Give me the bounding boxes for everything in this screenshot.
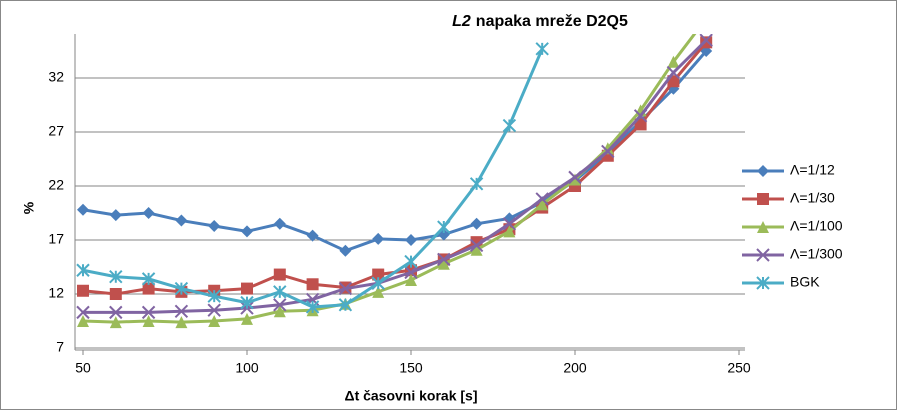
marker bbox=[273, 268, 286, 281]
marker bbox=[757, 165, 769, 177]
marker bbox=[339, 244, 352, 257]
marker bbox=[503, 225, 516, 238]
marker bbox=[175, 214, 188, 227]
marker bbox=[666, 65, 681, 80]
marker bbox=[601, 142, 614, 155]
marker bbox=[404, 265, 418, 280]
marker bbox=[208, 315, 221, 327]
marker bbox=[437, 257, 450, 270]
marker bbox=[437, 220, 451, 234]
marker bbox=[207, 289, 221, 303]
marker bbox=[306, 229, 319, 242]
marker bbox=[174, 281, 189, 296]
marker bbox=[601, 144, 615, 159]
marker bbox=[667, 55, 680, 68]
marker bbox=[208, 219, 221, 232]
marker bbox=[756, 276, 770, 290]
marker bbox=[405, 234, 417, 246]
x-tick-label: 150 bbox=[399, 360, 423, 376]
y-tick-label: 32 bbox=[48, 69, 64, 85]
marker bbox=[273, 305, 286, 318]
y-tick-label: 17 bbox=[48, 231, 64, 247]
legend-label: BGK bbox=[790, 274, 820, 290]
marker bbox=[470, 217, 483, 230]
x-tick-label: 100 bbox=[235, 360, 259, 376]
x-axis-title: Δt časovni korak [s] bbox=[345, 388, 478, 404]
marker bbox=[77, 203, 89, 216]
marker bbox=[241, 282, 253, 295]
marker bbox=[405, 273, 417, 286]
marker bbox=[109, 305, 123, 320]
marker bbox=[109, 270, 123, 284]
marker bbox=[305, 300, 320, 314]
marker bbox=[535, 192, 549, 206]
y-tick-label: 12 bbox=[48, 285, 64, 301]
marker bbox=[470, 243, 483, 256]
marker bbox=[273, 285, 287, 299]
marker bbox=[109, 316, 122, 329]
legend-label: Λ=1/30 bbox=[790, 190, 835, 206]
marker bbox=[404, 254, 418, 269]
marker bbox=[241, 312, 253, 325]
marker bbox=[109, 288, 122, 300]
marker bbox=[240, 295, 254, 310]
marker bbox=[757, 221, 769, 233]
marker bbox=[142, 207, 155, 219]
legend-label: Λ=1/300 bbox=[790, 246, 843, 262]
marker bbox=[633, 109, 648, 123]
y-axis-title: % bbox=[21, 201, 37, 214]
marker bbox=[372, 268, 385, 281]
x-tick-label: 200 bbox=[563, 360, 587, 376]
marker bbox=[371, 276, 385, 290]
marker bbox=[338, 298, 353, 312]
marker bbox=[142, 282, 155, 295]
x-tick-label: 250 bbox=[727, 360, 751, 376]
marker bbox=[700, 36, 713, 49]
marker bbox=[175, 316, 188, 329]
marker bbox=[76, 305, 90, 320]
marker bbox=[502, 118, 517, 133]
y-tick-label: 22 bbox=[48, 177, 64, 193]
marker bbox=[207, 303, 221, 317]
marker bbox=[77, 284, 89, 297]
marker bbox=[634, 118, 647, 131]
marker bbox=[502, 217, 517, 231]
marker bbox=[372, 285, 385, 298]
x-tick-label: 50 bbox=[75, 360, 91, 376]
plot-area bbox=[76, 34, 713, 329]
y-tick-label: 27 bbox=[48, 123, 64, 139]
y-tick-label: 7 bbox=[56, 339, 64, 355]
legend-label: Λ=1/12 bbox=[790, 162, 835, 178]
marker bbox=[536, 198, 549, 211]
marker bbox=[756, 248, 770, 262]
marker bbox=[273, 298, 287, 312]
marker bbox=[568, 170, 582, 185]
chart-title: L2 napaka mreže D2Q5 bbox=[452, 13, 628, 30]
marker bbox=[174, 304, 189, 318]
marker bbox=[757, 193, 769, 205]
title-italic: L2 bbox=[452, 13, 471, 30]
title-rest: napaka mreže D2Q5 bbox=[476, 13, 628, 30]
marker bbox=[469, 238, 484, 253]
marker bbox=[372, 232, 385, 245]
marker bbox=[273, 217, 286, 230]
marker bbox=[306, 278, 319, 291]
marker bbox=[338, 281, 353, 296]
marker bbox=[77, 315, 89, 327]
marker bbox=[76, 263, 90, 277]
marker bbox=[109, 209, 122, 222]
marker bbox=[699, 34, 713, 47]
marker bbox=[141, 305, 156, 320]
marker bbox=[535, 42, 549, 56]
legend-label: Λ=1/100 bbox=[790, 218, 843, 234]
marker bbox=[241, 225, 253, 238]
marker bbox=[469, 177, 484, 191]
marker bbox=[569, 173, 581, 186]
marker bbox=[142, 315, 155, 327]
marker bbox=[437, 252, 451, 267]
marker bbox=[141, 272, 156, 286]
